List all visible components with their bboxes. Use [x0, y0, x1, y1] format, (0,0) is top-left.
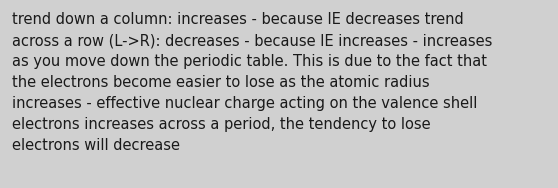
Text: trend down a column: increases - because IE decreases trend
across a row (L->R):: trend down a column: increases - because…: [12, 12, 492, 153]
